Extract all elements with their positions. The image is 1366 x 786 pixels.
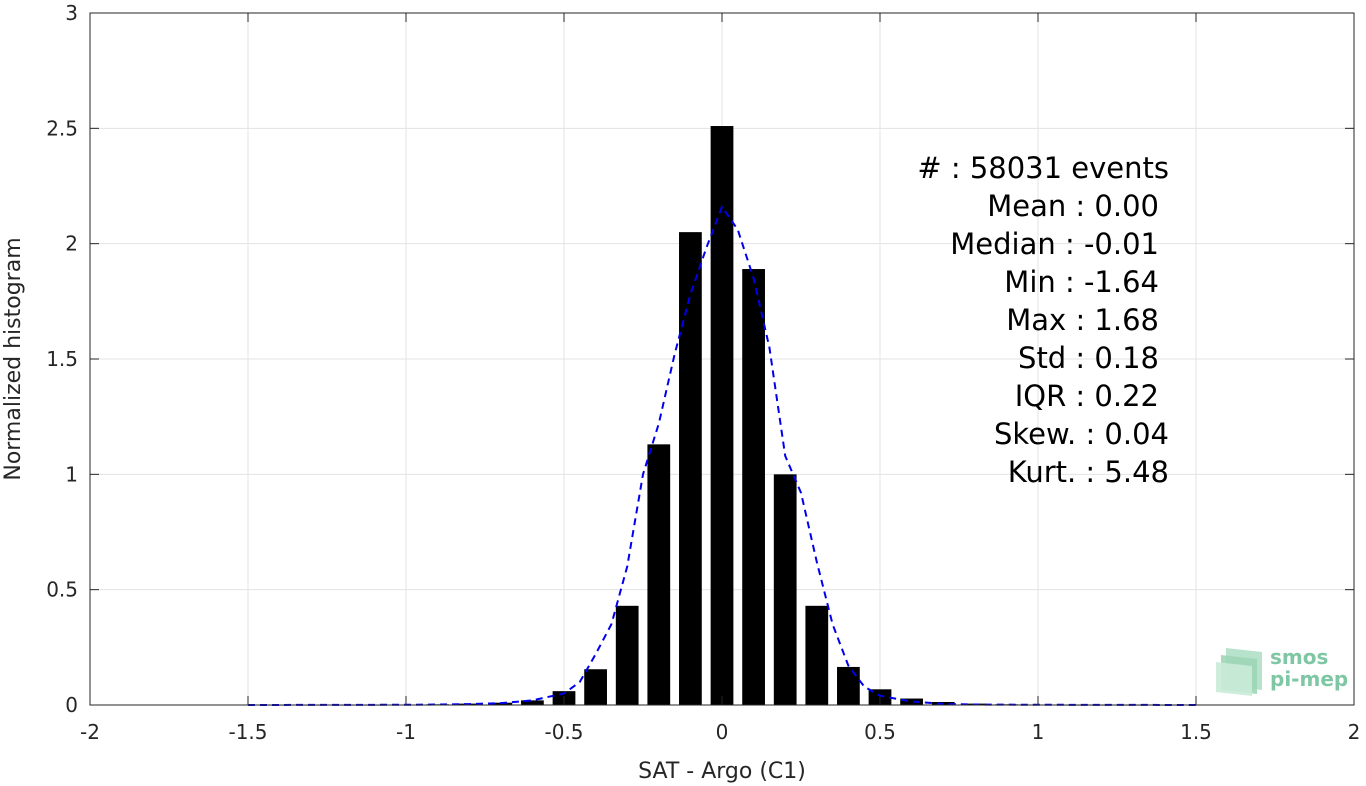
histogram-bar [837,666,860,705]
x-tick-label: 1 [1032,720,1045,744]
stat-line: Median : -0.01 [950,227,1159,261]
y-tick-label: 1.5 [46,347,78,371]
y-tick-label: 2.5 [46,116,78,140]
y-tick-labels: 0 0.5 1 1.5 2 2.5 3 [46,1,78,717]
x-tick-label: -2 [80,720,100,744]
histogram-bar [773,474,797,705]
histogram-bar [900,698,923,705]
histogram-bar [521,700,544,705]
fit-curve [247,204,1197,706]
stats-box: # : 58031 events Mean : 0.00 Median : -0.0… [917,151,1169,489]
histogram-bar [647,444,671,705]
stat-line: Mean : 0.00 [987,189,1159,223]
stat-line: Skew. : 0.04 [994,417,1169,451]
smos-pi-mep-logo: smos pi-mep [1216,645,1348,696]
x-tick-labels: -2 -1.5 -1 -0.5 0 0.5 1 1.5 2 [80,720,1360,744]
logo-text-pi-mep: pi-mep [1270,667,1348,691]
histogram-bar [710,126,734,705]
histogram-bar [584,669,607,705]
x-tick-label: -1 [396,720,416,744]
y-tick-label: 1 [65,462,78,486]
y-tick-label: 2 [65,232,78,256]
x-tick-label: -1.5 [228,720,267,744]
histogram-bars [236,126,1208,706]
stat-line: IQR : 0.22 [1015,379,1159,413]
x-tick-label: 2 [1348,720,1361,744]
stat-line: Min : -1.64 [1004,265,1159,299]
y-tick-label: 0 [65,693,78,717]
histogram-bar [805,605,829,705]
stat-line: Std : 0.18 [1018,341,1159,375]
x-tick-label: -0.5 [544,720,583,744]
axis-ticks [89,12,1355,706]
y-tick-label: 0.5 [46,578,78,602]
x-tick-label: 0.5 [864,720,896,744]
stat-line: # : 58031 events [917,151,1169,185]
fit-curve-line [247,204,1197,706]
histogram-bar [615,605,639,705]
logo-text-smos: smos [1270,645,1328,669]
stat-line: Kurt. : 5.48 [1008,455,1169,489]
y-tick-label: 3 [65,1,78,25]
histogram-bar [742,269,765,705]
histogram-bar [679,232,702,705]
x-tick-label: 0 [716,720,729,744]
x-axis-label: SAT - Argo (C1) [638,759,806,784]
y-axis-label: Normalized histogram [1,237,26,480]
logo-mark-icon [1216,648,1262,696]
x-tick-label: 1.5 [1180,720,1212,744]
stat-line: Max : 1.68 [1006,303,1159,337]
